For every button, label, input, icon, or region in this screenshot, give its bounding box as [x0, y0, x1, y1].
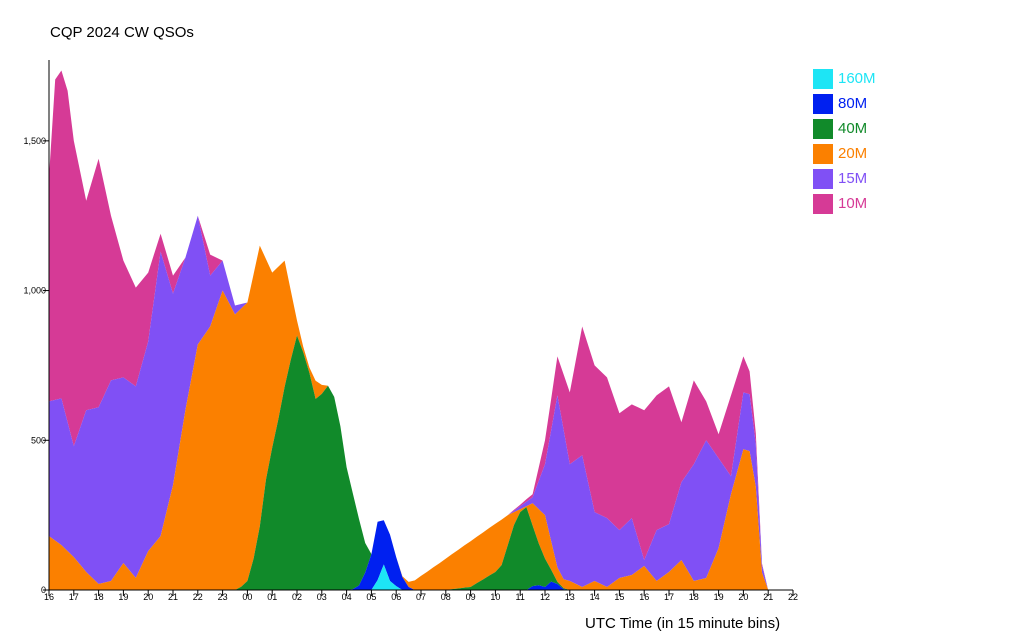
- x-tick-label: 14: [590, 592, 600, 602]
- area-20m: [49, 245, 793, 590]
- x-tick-label: 23: [218, 592, 228, 602]
- x-tick-label: 17: [69, 592, 79, 602]
- y-tick-label: 1,000: [23, 286, 46, 296]
- legend-swatch: [813, 143, 833, 164]
- legend-item-160m: 160M: [813, 66, 876, 91]
- legend-swatch: [813, 93, 833, 114]
- x-tick-label: 03: [317, 592, 327, 602]
- legend-label: 40M: [838, 120, 868, 137]
- y-tick-label: 1,500: [23, 136, 46, 146]
- x-axis-label: UTC Time (in 15 minute bins): [585, 615, 781, 632]
- y-tick-label: 500: [31, 435, 46, 445]
- legend-swatch: [813, 118, 833, 139]
- x-tick-label: 04: [342, 592, 352, 602]
- legend-label: 160M: [838, 70, 876, 87]
- x-tick-label: 16: [639, 592, 649, 602]
- area-15m: [49, 215, 793, 590]
- legend-label: 10M: [838, 195, 868, 212]
- area-10m: [49, 70, 793, 590]
- x-tick-label: 12: [540, 592, 550, 602]
- x-tick-label: 19: [714, 592, 724, 602]
- x-tick-label: 20: [738, 592, 748, 602]
- x-tick-label: 19: [118, 592, 128, 602]
- x-tick-label: 18: [689, 592, 699, 602]
- x-tick-label: 01: [267, 592, 277, 602]
- x-tick-label: 21: [763, 592, 773, 602]
- legend-item-20m: 20M: [813, 141, 876, 166]
- legend-item-10m: 10M: [813, 191, 876, 216]
- legend-item-15m: 15M: [813, 166, 876, 191]
- x-tick-label: 21: [168, 592, 178, 602]
- legend-item-80m: 80M: [813, 91, 876, 116]
- legend: 160M 80M 40M 20M 15M 10M: [813, 66, 876, 216]
- x-tick-label: 22: [193, 592, 203, 602]
- x-tick-label: 02: [292, 592, 302, 602]
- legend-label: 15M: [838, 170, 868, 187]
- x-tick-label: 15: [614, 592, 624, 602]
- legend-label: 80M: [838, 95, 868, 112]
- chart-title: CQP 2024 CW QSOs: [50, 24, 194, 41]
- legend-swatch: [813, 68, 833, 89]
- legend-label: 20M: [838, 145, 868, 162]
- x-tick-label: 10: [490, 592, 500, 602]
- x-tick-label: 18: [94, 592, 104, 602]
- x-tick-label: 07: [416, 592, 426, 602]
- y-tick-label: 0: [41, 585, 46, 595]
- x-tick-label: 20: [143, 592, 153, 602]
- x-tick-label: 00: [242, 592, 252, 602]
- x-tick-label: 11: [516, 592, 525, 602]
- x-tick-label: 17: [664, 592, 674, 602]
- x-tick-label: 16: [44, 592, 54, 602]
- x-tick-label: 13: [565, 592, 575, 602]
- x-tick-label: 06: [391, 592, 401, 602]
- legend-swatch: [813, 168, 833, 189]
- x-tick-label: 08: [441, 592, 451, 602]
- x-tick-label: 09: [466, 592, 476, 602]
- legend-item-40m: 40M: [813, 116, 876, 141]
- x-tick-label: 05: [366, 592, 376, 602]
- legend-swatch: [813, 193, 833, 214]
- x-tick-label: 22: [788, 592, 798, 602]
